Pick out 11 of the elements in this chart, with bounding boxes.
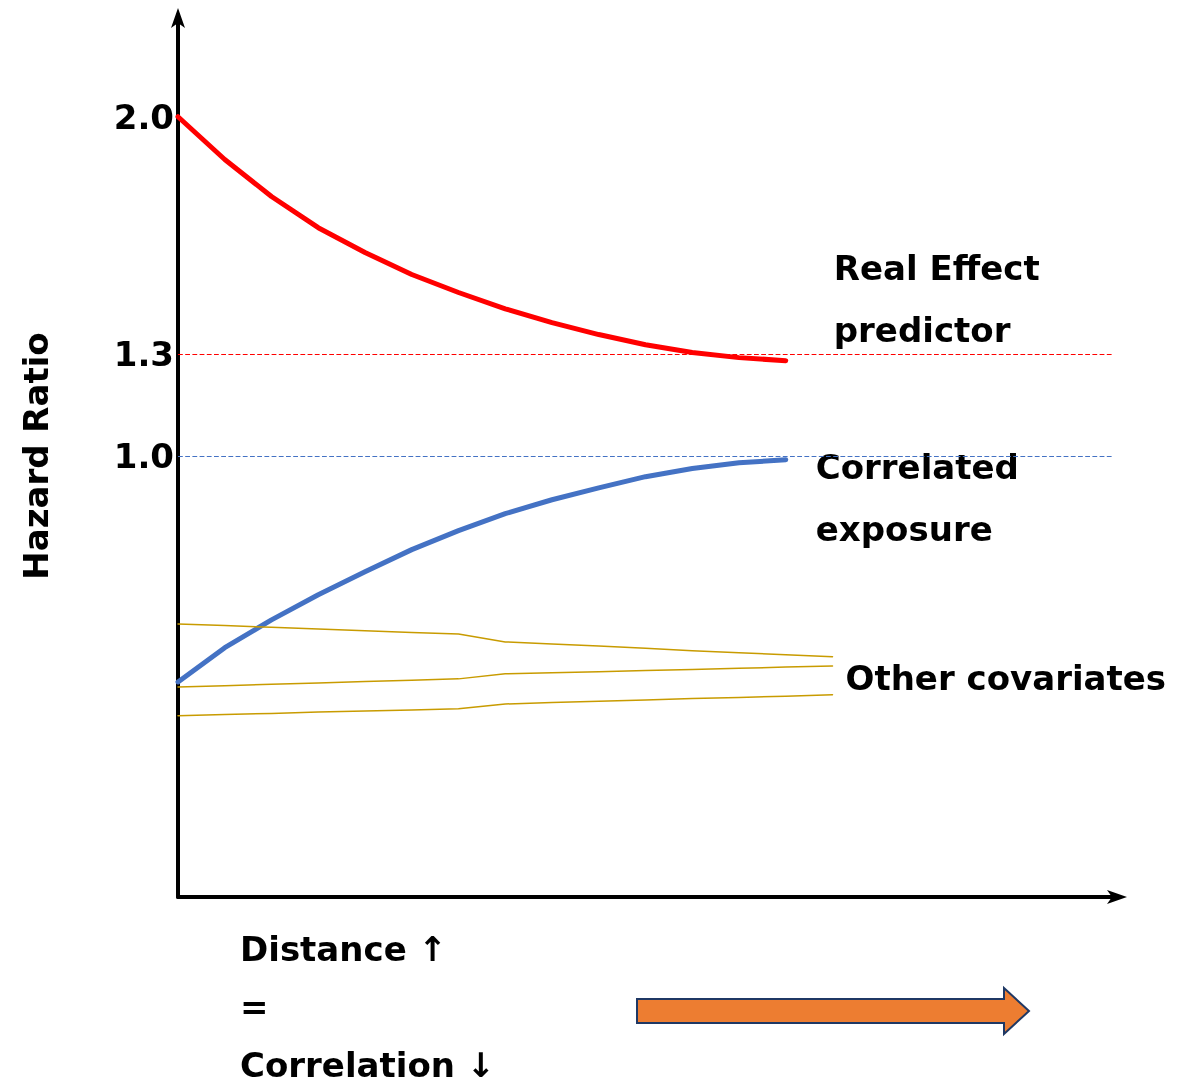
x-axis-title: Distance ↑ = Correlation ↓ — [240, 929, 496, 1085]
y-axis-title: Hazard Ratio — [16, 332, 56, 580]
y-tick-label: 1.3 — [113, 334, 174, 375]
series-label: Real Effect predictor — [833, 247, 1052, 350]
y-tick-label: 1.0 — [113, 436, 174, 476]
line-series — [177, 665, 834, 688]
series-label: Correlated exposure — [815, 446, 1031, 549]
line-series — [177, 694, 834, 717]
series-label: Other covariates — [845, 657, 1167, 698]
line-series — [177, 623, 834, 658]
y-tick-label: 2.0 — [113, 96, 174, 137]
